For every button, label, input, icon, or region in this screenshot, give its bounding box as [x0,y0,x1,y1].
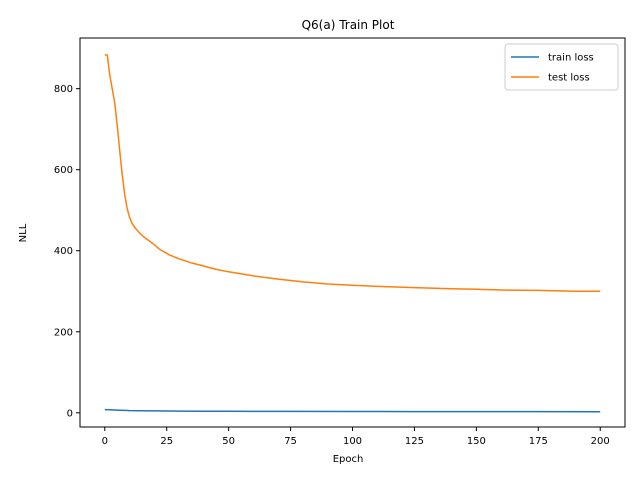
x-tick-label: 0 [102,436,108,447]
y-tick-label: 200 [54,327,73,338]
x-tick-label: 50 [222,436,235,447]
x-axis: 0 25 50 75 100 125 150 175 200 [102,427,610,447]
y-tick-label: 800 [54,84,73,95]
x-axis-label: Epoch [333,454,364,465]
y-tick-label: 0 [67,408,73,419]
x-tick-label: 175 [529,436,548,447]
y-axis-label: NLL [18,223,29,242]
x-tick-label: 150 [467,436,486,447]
legend: train loss test loss [504,43,619,91]
legend-label: test loss [548,73,590,84]
series-line-1 [104,54,601,293]
x-tick-label: 200 [591,436,610,447]
legend-box [504,43,619,91]
y-tick-label: 400 [54,246,73,257]
y-axis: 0 200 400 600 800 [54,84,80,419]
x-tick-label: 125 [405,436,424,447]
y-tick-label: 600 [54,165,73,176]
series-line-0 [104,408,601,413]
plot-area [104,54,601,413]
legend-label: train loss [548,53,594,64]
x-tick-label: 25 [160,436,173,447]
x-tick-label: 100 [343,436,362,447]
x-tick-label: 75 [284,436,297,447]
chart-title: Q6(a) Train Plot [302,18,395,32]
